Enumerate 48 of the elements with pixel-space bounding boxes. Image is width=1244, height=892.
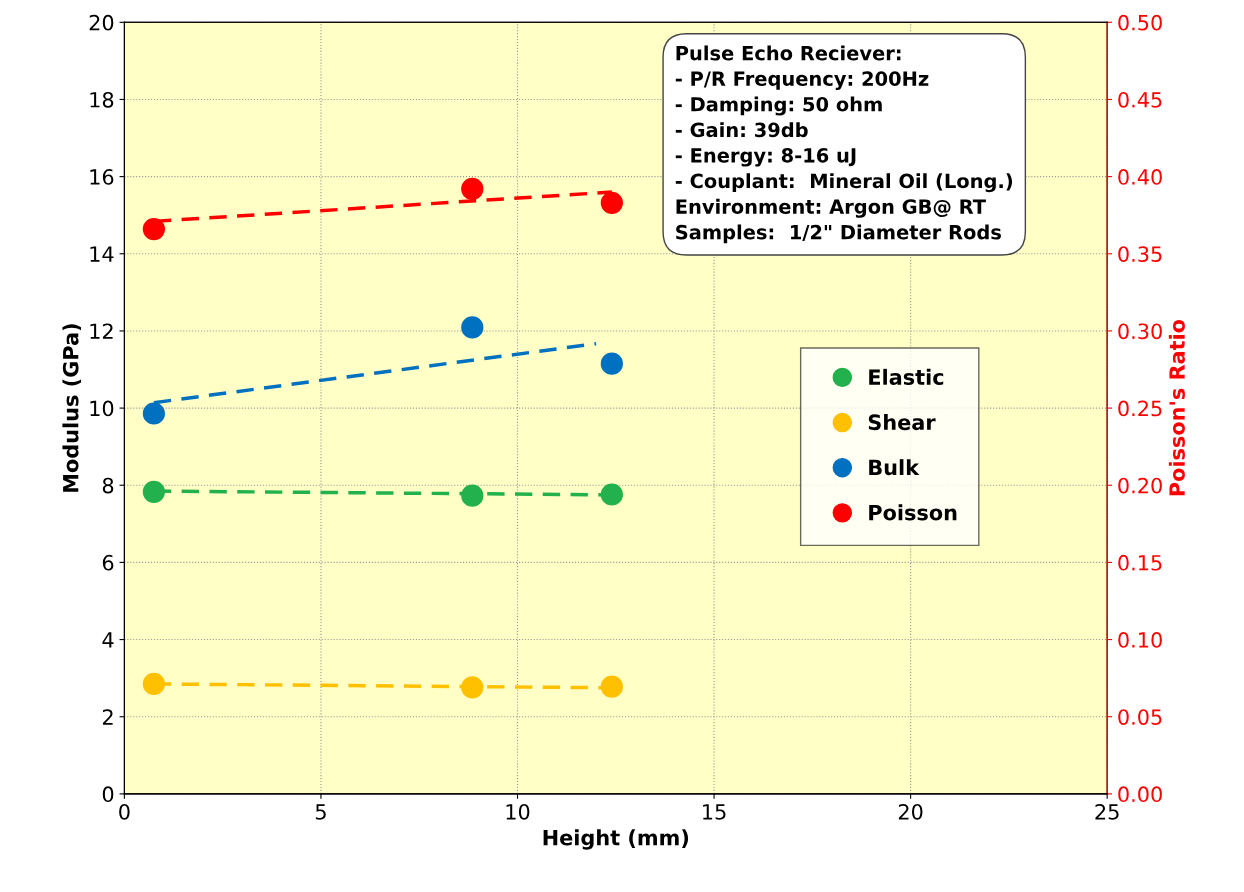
y-tick-label: 8 [102,477,114,494]
y-tick-label: 0 [102,786,114,803]
point [600,191,623,214]
y2-tick-label: 0.30 [1118,323,1162,340]
y2-tick-label: 0.10 [1118,632,1162,648]
point [600,675,623,698]
y2-tick-label: 0.00 [1118,786,1162,803]
annotation: Pulse Echo Reciever: - P/R Frequency: 200Hz - Damping: 50 ohm - Gain: 39db - Energy: 8-16 uJ - Couplant: Mineral Oil (Long.) Environment: Argon GB@ RT Samples: 1/2" Diameter Rods [675,45,1013,244]
point [600,352,623,375]
point [461,676,484,699]
y2-tick-label: 0.15 [1118,554,1162,571]
point [461,177,484,201]
y2-tick-label: 0.40 [1118,169,1162,185]
x-tick-label: 20 [898,803,923,820]
x-tick-label: 0 [119,803,130,820]
y-tick-label: 20 [89,14,114,31]
y2-tick-label: 0.20 [1118,477,1162,494]
point [142,217,165,241]
x-tick-label: 25 [1095,803,1119,820]
point [600,483,623,506]
y-tick-label: 2 [102,709,113,725]
y-tick-label: 14 [90,246,114,262]
x-tick-label: 10 [506,803,530,820]
y2-tick-label: 0.05 [1118,709,1162,725]
legend-label: Elastic [869,368,944,385]
legend-label: Bulk [869,459,920,476]
y2-tick-label: 0.35 [1118,246,1162,262]
point [142,402,165,425]
y-tick-label: 18 [90,91,114,108]
point [142,672,165,696]
y2-tick-label: 0.50 [1118,14,1162,31]
y-tick-label: 6 [102,554,114,571]
y-tick-label: 4 [102,632,114,648]
x-tick-label: 5 [315,804,326,820]
y-tick-label: 16 [90,169,114,185]
y2-axis-title: Poisson's Ratio [1168,319,1185,496]
x-tick-label: 15 [703,804,726,820]
legend-label: Shear [868,414,936,431]
y-tick-label: 10 [90,400,114,417]
point [461,316,484,339]
y-tick-label: 12 [90,323,113,339]
point [142,480,165,503]
y2-tick-label: 0.25 [1118,400,1162,417]
y-axis-title: Modulus (GPa) [62,324,82,492]
y2-tick-label: 0.45 [1118,91,1162,108]
legend-label: Poisson [869,504,957,521]
point [461,484,484,507]
x-axis-title: Height (mm) [543,829,689,850]
